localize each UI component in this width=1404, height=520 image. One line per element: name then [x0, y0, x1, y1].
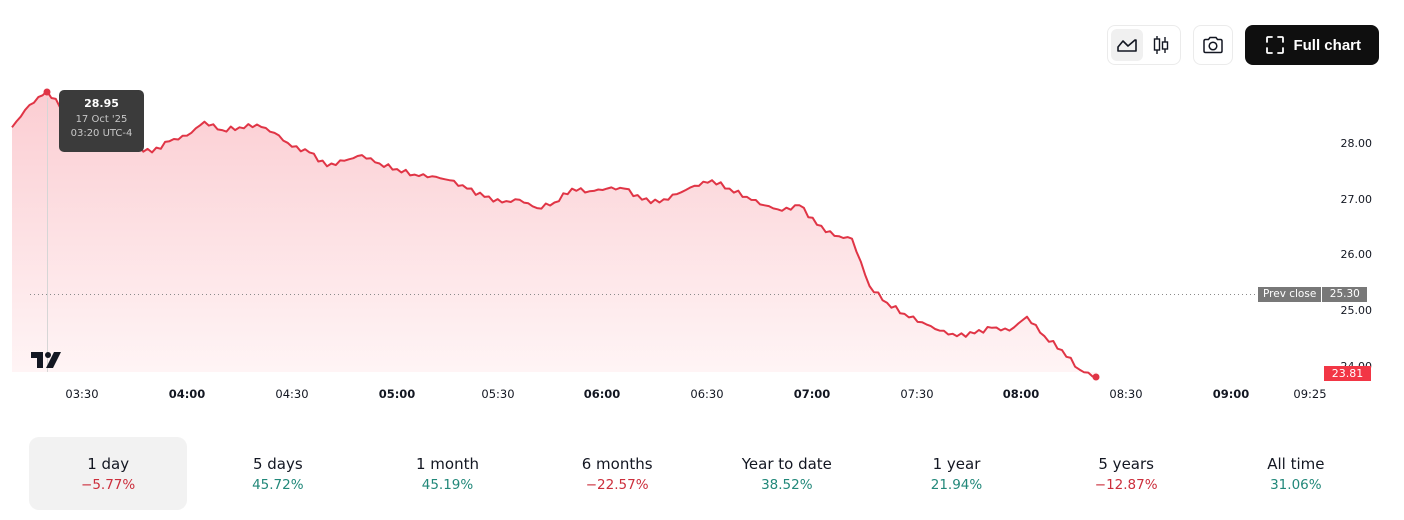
time-label: 06:00	[583, 387, 621, 401]
price-chart[interactable]	[0, 0, 1404, 400]
period-change: 45.72%	[252, 476, 304, 493]
period-label: 6 months	[581, 454, 653, 473]
last-price-point	[1092, 373, 1100, 381]
candlestick-chart-button[interactable]	[1145, 29, 1177, 61]
period-tab-1-year[interactable]: 1 year 21.94%	[877, 437, 1035, 510]
period-label: 1 day	[87, 454, 130, 473]
period-tab-all-time[interactable]: All time 31.06%	[1217, 437, 1375, 510]
price-label: 25.00	[1340, 304, 1373, 317]
period-tab-year-to-date[interactable]: Year to date 38.52%	[708, 437, 866, 510]
highlight-point	[43, 88, 51, 96]
period-tab-5-days[interactable]: 5 days 45.72%	[199, 437, 357, 510]
tooltip-time: 03:20 UTC-4	[70, 128, 133, 139]
period-change: −5.77%	[81, 476, 136, 493]
period-change: −12.87%	[1094, 476, 1158, 493]
time-label: 05:00	[378, 387, 416, 401]
camera-icon	[1203, 36, 1224, 54]
area-chart-icon	[1117, 39, 1138, 52]
time-label: 07:30	[900, 387, 934, 401]
period-tab-1-day[interactable]: 1 day −5.77%	[29, 437, 188, 510]
period-selector: 1 day −5.77% 5 days 45.72% 1 month 45.19…	[29, 437, 1375, 510]
period-label: 5 years	[1098, 454, 1154, 473]
period-change: 45.19%	[421, 476, 474, 493]
price-label: 26.00	[1340, 248, 1373, 261]
time-label: 03:30	[65, 387, 99, 401]
time-label: 06:30	[690, 387, 724, 401]
period-tab-5-years[interactable]: 5 years −12.87%	[1047, 437, 1205, 510]
period-label: All time	[1267, 454, 1325, 473]
period-label: Year to date	[741, 454, 832, 473]
price-label: 28.00	[1340, 137, 1373, 150]
time-label: 08:30	[1109, 387, 1143, 401]
tradingview-logo-icon	[31, 352, 61, 368]
period-label: 5 days	[252, 454, 303, 473]
full-chart-label: Full chart	[1293, 36, 1361, 54]
period-change: 38.52%	[761, 476, 813, 493]
prev-close-label: Prev close	[1258, 287, 1322, 302]
period-label: 1 month	[415, 454, 479, 473]
period-label: 1 year	[932, 454, 981, 473]
price-line	[11, 90, 1098, 379]
period-tab-6-months[interactable]: 6 months −22.57%	[538, 437, 696, 510]
time-label: 04:00	[168, 387, 206, 401]
time-label: 09:25	[1293, 387, 1327, 401]
snapshot-button[interactable]	[1193, 25, 1234, 65]
chart-type-toggle	[1107, 25, 1182, 65]
time-label: 05:30	[481, 387, 515, 401]
period-change: 21.94%	[930, 476, 983, 493]
period-tab-1-month[interactable]: 1 month 45.19%	[368, 437, 526, 510]
time-label: 04:30	[275, 387, 309, 401]
time-label: 07:00	[793, 387, 831, 401]
time-label: 08:00	[1002, 387, 1040, 401]
candlestick-icon	[1154, 36, 1169, 54]
price-tooltip: 28.95 17 Oct '25 03:20 UTC-4	[59, 90, 144, 152]
time-label: 09:00	[1212, 387, 1250, 401]
tooltip-date: 17 Oct '25	[75, 114, 128, 125]
prev-close-tag: Prev close 25.30	[1258, 287, 1368, 302]
last-price-tag: 23.81	[1324, 366, 1371, 381]
chart-toolbar: Full chart	[1107, 25, 1379, 65]
prev-close-value: 25.30	[1322, 287, 1368, 302]
area-chart-button[interactable]	[1111, 29, 1144, 61]
period-change: −22.57%	[585, 476, 649, 493]
full-chart-button[interactable]: Full chart	[1245, 25, 1379, 65]
price-label: 27.00	[1340, 193, 1373, 206]
fullscreen-icon	[1266, 36, 1285, 54]
period-change: 31.06%	[1270, 476, 1322, 493]
price-area	[12, 91, 1097, 378]
tooltip-value: 28.95	[84, 97, 119, 110]
